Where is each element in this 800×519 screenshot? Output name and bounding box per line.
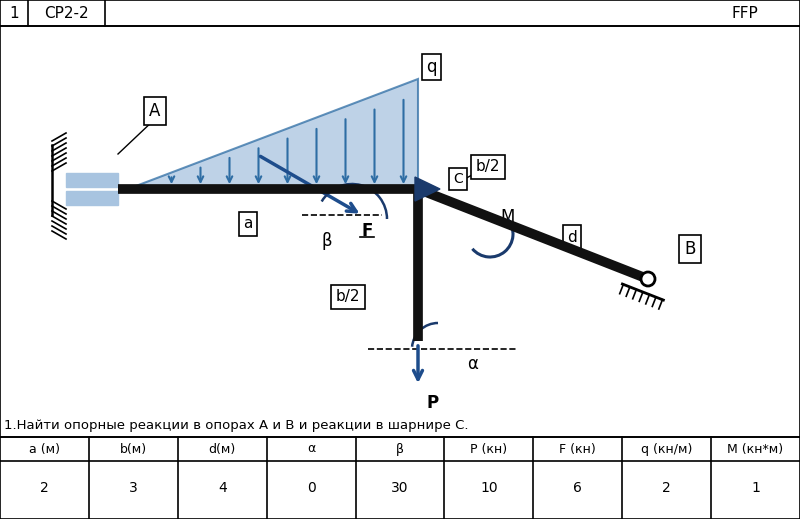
Polygon shape [128, 79, 418, 189]
Text: a: a [243, 216, 253, 231]
Text: M: M [501, 208, 515, 226]
Text: α: α [467, 355, 478, 373]
Text: 1.Найти опорные реакции в опорах А и В и реакции в шарнире С.: 1.Найти опорные реакции в опорах А и В и… [4, 419, 469, 432]
Text: 10: 10 [480, 481, 498, 495]
Text: 1: 1 [751, 481, 760, 495]
Text: b(м): b(м) [120, 443, 147, 456]
Text: A: A [150, 102, 161, 120]
Bar [66, 173, 118, 187]
Text: β: β [396, 443, 404, 456]
Text: F: F [362, 222, 373, 240]
Text: 6: 6 [574, 481, 582, 495]
Text: FFP: FFP [732, 6, 758, 20]
Text: b/2: b/2 [336, 290, 360, 305]
Text: β: β [322, 232, 332, 250]
Text: 3: 3 [129, 481, 138, 495]
Text: P: P [426, 394, 438, 412]
Text: 4: 4 [218, 481, 226, 495]
Text: α: α [307, 443, 315, 456]
Text: 2: 2 [662, 481, 671, 495]
Text: d: d [567, 229, 577, 244]
Text: F (кн): F (кн) [559, 443, 596, 456]
Text: B: B [684, 240, 696, 258]
Text: СР2-2: СР2-2 [44, 6, 88, 20]
Text: C: C [453, 172, 463, 186]
Text: q (кн/м): q (кн/м) [641, 443, 692, 456]
Text: a (м): a (м) [29, 443, 60, 456]
Text: M (кн*м): M (кн*м) [727, 443, 784, 456]
Polygon shape [415, 177, 440, 201]
Text: 30: 30 [391, 481, 409, 495]
Bar [66, 191, 118, 205]
Circle shape [641, 272, 655, 286]
Text: 2: 2 [40, 481, 49, 495]
Text: b/2: b/2 [476, 159, 500, 174]
Text: 1: 1 [9, 6, 19, 20]
Text: P (кн): P (кн) [470, 443, 507, 456]
Text: 0: 0 [306, 481, 315, 495]
Text: q: q [426, 58, 437, 76]
Text: d(м): d(м) [209, 443, 236, 456]
